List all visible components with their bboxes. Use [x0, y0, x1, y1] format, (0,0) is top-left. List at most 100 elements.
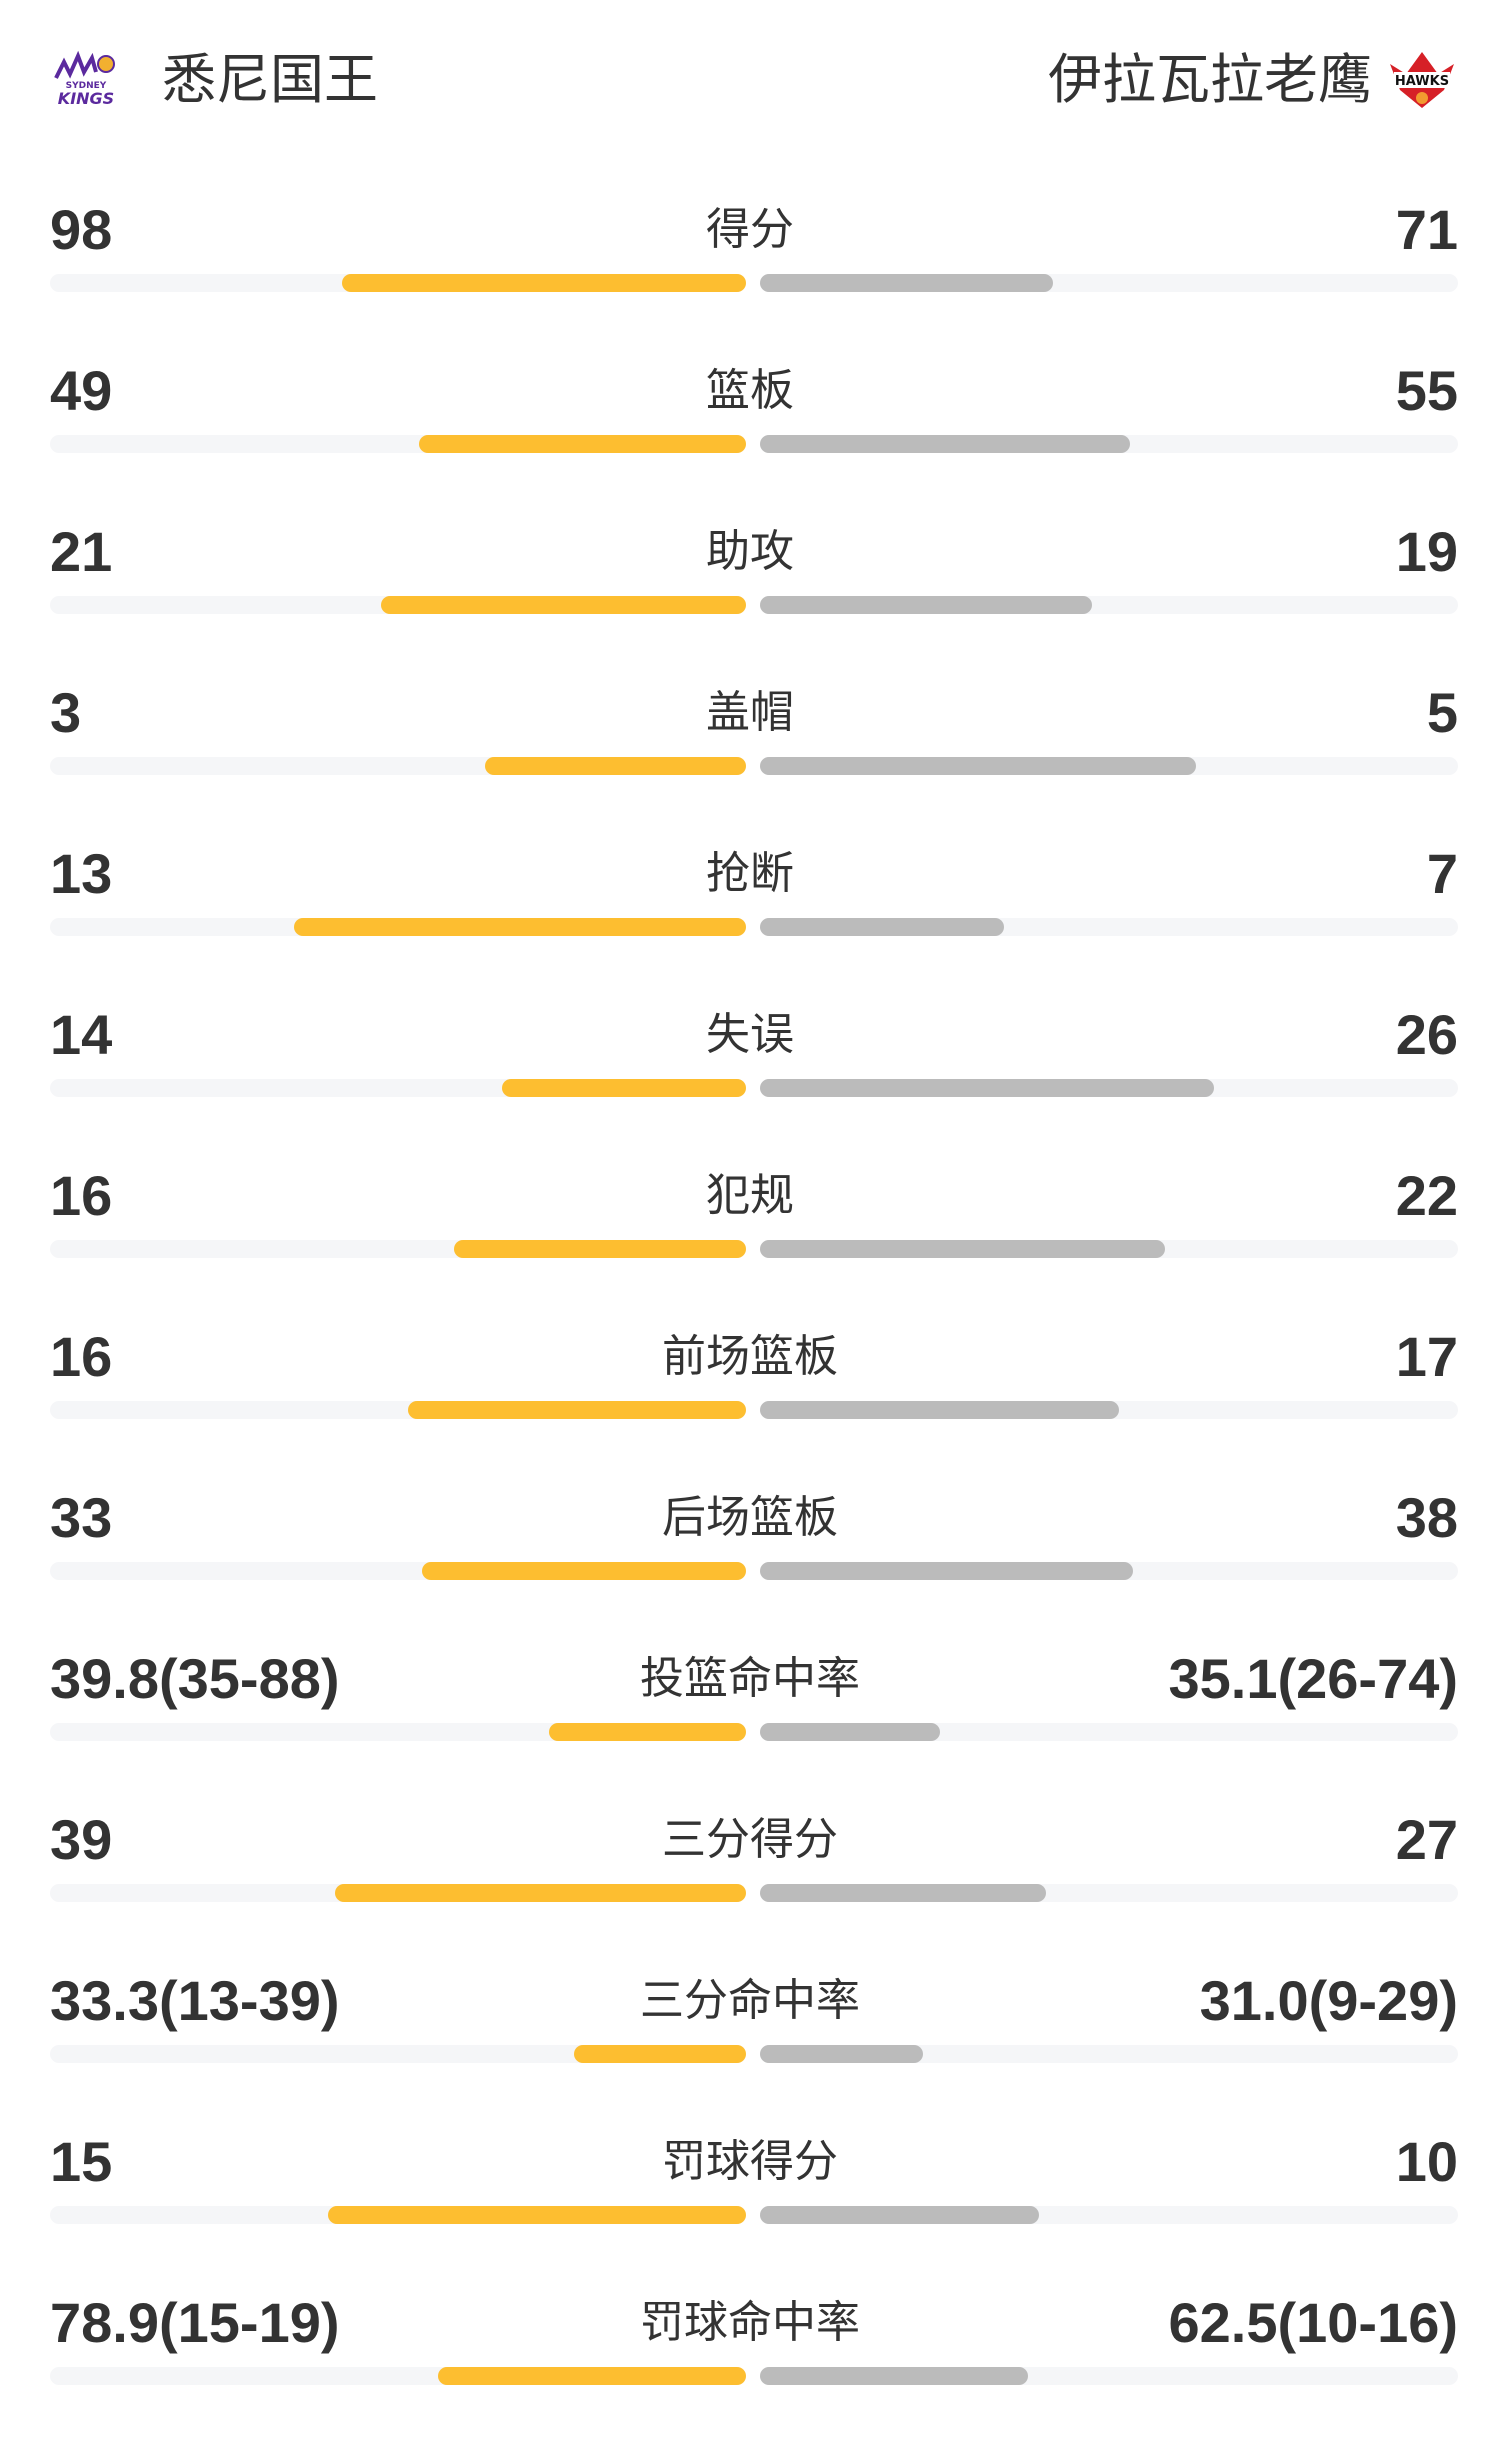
stat-label: 三分命中率: [640, 1975, 860, 2026]
home-stat-value: 15: [50, 2130, 113, 2193]
stat-label: 三分得分: [662, 1814, 838, 1865]
away-bar-track: [760, 1240, 1458, 1258]
home-bar-track: [50, 2206, 746, 2224]
home-bar-track: [50, 435, 746, 453]
home-stat-value: 33: [50, 1486, 113, 1549]
stat-row: 33.3(13-39) 三分命中率 31.0(9-29): [0, 1961, 1500, 2122]
home-bar-fill: [335, 1884, 746, 1902]
home-bar-fill: [342, 274, 746, 292]
home-stat-value: 16: [50, 1325, 113, 1388]
home-bar-fill: [502, 1079, 746, 1097]
stat-label: 得分: [706, 204, 794, 255]
away-stat-value: 17: [1395, 1325, 1458, 1388]
away-stat-value: 62.5(10-16): [1168, 2291, 1458, 2354]
away-bar-track: [760, 757, 1458, 775]
away-bar-track: [760, 2045, 1458, 2063]
stat-row: 21 助攻 19: [0, 512, 1500, 673]
home-bar-track: [50, 274, 746, 292]
away-bar-fill: [760, 274, 1054, 292]
away-bar-fill: [760, 596, 1092, 614]
home-bar-fill: [549, 1723, 746, 1741]
stat-label: 前场篮板: [662, 1331, 838, 1382]
match-header: SYDNEY KINGS 悉尼国王 伊拉瓦拉老鹰 HAWKS: [0, 0, 1500, 160]
stat-row: 39.8(35-88) 投篮命中率 35.1(26-74): [0, 1639, 1500, 1800]
home-stat-value: 33.3(13-39): [50, 1969, 340, 2032]
away-bar-fill: [760, 1240, 1165, 1258]
stat-label: 篮板: [706, 365, 794, 416]
away-bar-track: [760, 1562, 1458, 1580]
away-bar-track: [760, 1079, 1458, 1097]
away-bar-fill: [760, 2367, 1029, 2385]
away-stat-value: 27: [1395, 1808, 1458, 1871]
stat-row: 33 后场篮板 38: [0, 1478, 1500, 1639]
home-stat-value: 21: [50, 520, 113, 583]
stat-row: 98 得分 71: [0, 190, 1500, 351]
home-stat-value: 39.8(35-88): [50, 1647, 340, 1710]
away-stat-value: 35.1(26-74): [1168, 1647, 1458, 1710]
home-bar-fill: [380, 596, 746, 614]
stat-row: 39 三分得分 27: [0, 1800, 1500, 1961]
stat-label: 失误: [706, 1009, 794, 1060]
away-bar-track: [760, 918, 1458, 936]
stat-label: 抢断: [706, 848, 794, 899]
stat-label: 罚球得分: [662, 2136, 838, 2187]
home-bar-track: [50, 2045, 746, 2063]
stat-label: 助攻: [706, 526, 794, 577]
stat-row: 14 失误 26: [0, 995, 1500, 1156]
away-bar-fill: [760, 1884, 1047, 1902]
home-stat-value: 16: [50, 1164, 113, 1227]
stat-label: 盖帽: [706, 687, 794, 738]
svg-text:KINGS: KINGS: [58, 89, 114, 108]
away-stat-value: 22: [1395, 1164, 1458, 1227]
away-bar-fill: [760, 1562, 1134, 1580]
home-team-name: 悉尼国王: [162, 48, 378, 111]
away-bar-track: [760, 435, 1458, 453]
home-bar-track: [50, 1079, 746, 1097]
away-bar-track: [760, 2206, 1458, 2224]
home-bar-fill: [293, 918, 746, 936]
home-stat-value: 78.9(15-19): [50, 2291, 340, 2354]
stat-row: 78.9(15-19) 罚球命中率 62.5(10-16): [0, 2283, 1500, 2444]
away-bar-track: [760, 1884, 1458, 1902]
home-bar-track: [50, 1884, 746, 1902]
away-stat-value: 71: [1395, 198, 1458, 261]
home-bar-track: [50, 918, 746, 936]
away-bar-track: [760, 2367, 1458, 2385]
home-bar-fill: [453, 1240, 746, 1258]
home-stat-value: 3: [50, 681, 82, 744]
home-bar-track: [50, 1562, 746, 1580]
away-bar-fill: [760, 918, 1005, 936]
stat-row: 16 犯规 22: [0, 1156, 1500, 1317]
stat-label: 投篮命中率: [640, 1653, 860, 1704]
away-stat-value: 31.0(9-29): [1199, 1969, 1458, 2032]
home-bar-track: [50, 1401, 746, 1419]
away-stat-value: 7: [1426, 842, 1458, 905]
stat-row: 49 篮板 55: [0, 351, 1500, 512]
stat-label: 罚球命中率: [640, 2297, 860, 2348]
away-stat-value: 26: [1395, 1003, 1458, 1066]
home-bar-fill: [574, 2045, 746, 2063]
away-stat-value: 19: [1395, 520, 1458, 583]
svg-text:HAWKS: HAWKS: [1395, 74, 1449, 89]
home-stat-value: 98: [50, 198, 113, 261]
away-bar-track: [760, 274, 1458, 292]
away-stat-value: 55: [1395, 359, 1458, 422]
home-bar-fill: [422, 1562, 746, 1580]
stat-label: 后场篮板: [662, 1492, 838, 1543]
home-stat-value: 49: [50, 359, 113, 422]
stat-label: 犯规: [706, 1170, 794, 1221]
away-bar-fill: [760, 757, 1197, 775]
svg-text:SYDNEY: SYDNEY: [66, 81, 107, 91]
home-bar-fill: [438, 2367, 746, 2385]
away-team-name: 伊拉瓦拉老鹰: [1048, 48, 1372, 111]
illawarra-hawks-logo-icon: HAWKS: [1386, 50, 1458, 110]
home-bar-track: [50, 757, 746, 775]
home-bar-fill: [418, 435, 746, 453]
home-stat-value: 39: [50, 1808, 113, 1871]
away-bar-fill: [760, 2045, 924, 2063]
away-stat-value: 5: [1426, 681, 1458, 744]
home-bar-fill: [328, 2206, 746, 2224]
home-bar-track: [50, 1723, 746, 1741]
home-stat-value: 14: [50, 1003, 113, 1066]
away-bar-track: [760, 1401, 1458, 1419]
